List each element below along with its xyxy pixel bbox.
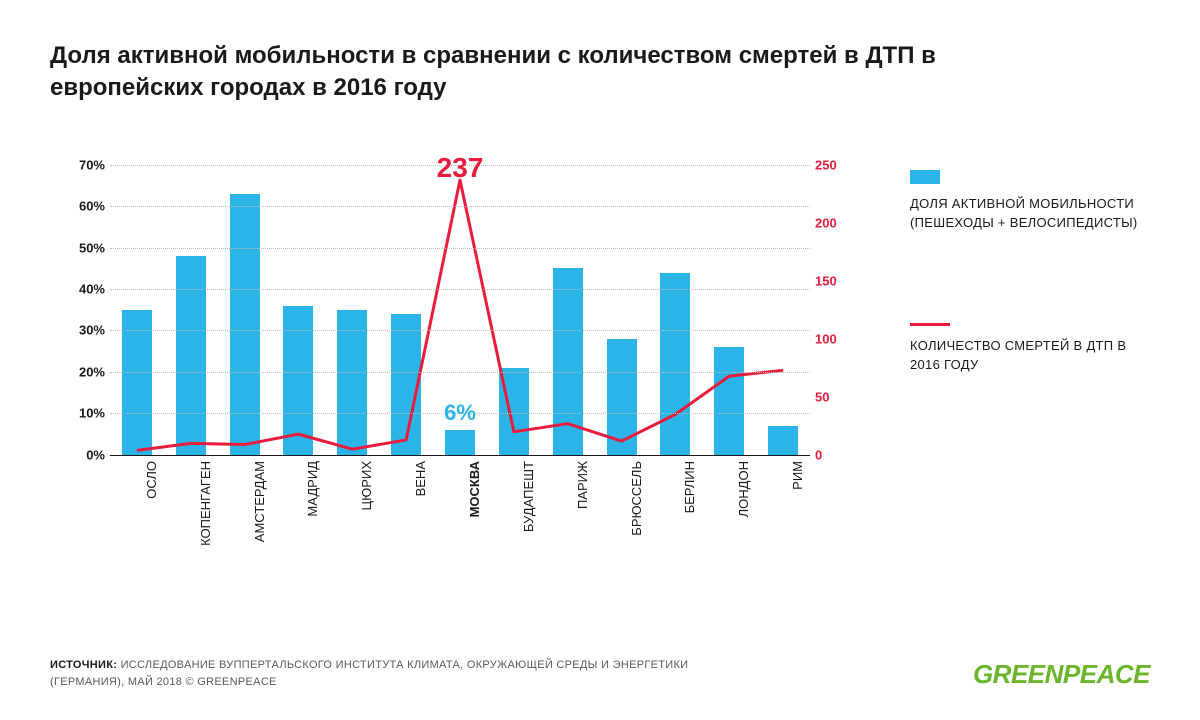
legend-item-line: КОЛИЧЕСТВО СМЕРТЕЙ В ДТП В 2016 ГОДУ (910, 323, 1140, 375)
grid-line (110, 455, 810, 456)
y-left-tick-label: 20% (60, 364, 105, 379)
grid-line (110, 372, 810, 373)
y-right-tick-label: 100 (815, 331, 860, 346)
y-left-tick-label: 0% (60, 447, 105, 462)
legend-label-bar: ДОЛЯ АКТИВНОЙ МОБИЛЬНОСТИ (ПЕШЕХОДЫ + ВЕ… (910, 194, 1140, 233)
annotation: 6% (444, 400, 476, 426)
legend: ДОЛЯ АКТИВНОЙ МОБИЛЬНОСТИ (ПЕШЕХОДЫ + ВЕ… (910, 135, 1140, 575)
grid-line (110, 330, 810, 331)
grid-line (110, 206, 810, 207)
y-right-tick-label: 50 (815, 389, 860, 404)
y-right-tick-label: 200 (815, 215, 860, 230)
chart-title: Доля активной мобильности в сравнении с … (50, 40, 950, 105)
y-left-tick-label: 10% (60, 406, 105, 421)
greenpeace-logo: GREENPEACE (973, 659, 1150, 690)
grid-line (110, 289, 810, 290)
legend-item-bar: ДОЛЯ АКТИВНОЙ МОБИЛЬНОСТИ (ПЕШЕХОДЫ + ВЕ… (910, 170, 1140, 233)
y-left-tick-label: 30% (60, 323, 105, 338)
y-right-tick-label: 250 (815, 157, 860, 172)
y-right-tick-label: 0 (815, 447, 860, 462)
source-text: ИСТОЧНИК: ИССЛЕДОВАНИЕ ВУППЕРТАЛЬСКОГО И… (50, 657, 700, 690)
y-right-tick-label: 150 (815, 273, 860, 288)
y-left-tick-label: 70% (60, 157, 105, 172)
y-left-tick-label: 40% (60, 282, 105, 297)
source-body: ИССЛЕДОВАНИЕ ВУППЕРТАЛЬСКОГО ИНСТИТУТА К… (50, 659, 688, 688)
legend-swatch-bar (910, 170, 940, 184)
main-area: 0%10%20%30%40%50%60%70% 050100150200250 … (50, 135, 1150, 575)
chart: 0%10%20%30%40%50%60%70% 050100150200250 … (50, 135, 870, 575)
grid-line (110, 248, 810, 249)
annotation: 237 (437, 152, 484, 184)
legend-label-line: КОЛИЧЕСТВО СМЕРТЕЙ В ДТП В 2016 ГОДУ (910, 336, 1140, 375)
legend-swatch-line (910, 323, 950, 326)
source-prefix: ИСТОЧНИК: (50, 659, 117, 671)
footer: ИСТОЧНИК: ИССЛЕДОВАНИЕ ВУППЕРТАЛЬСКОГО И… (50, 657, 1150, 690)
y-left-tick-label: 60% (60, 199, 105, 214)
y-left-tick-label: 50% (60, 240, 105, 255)
